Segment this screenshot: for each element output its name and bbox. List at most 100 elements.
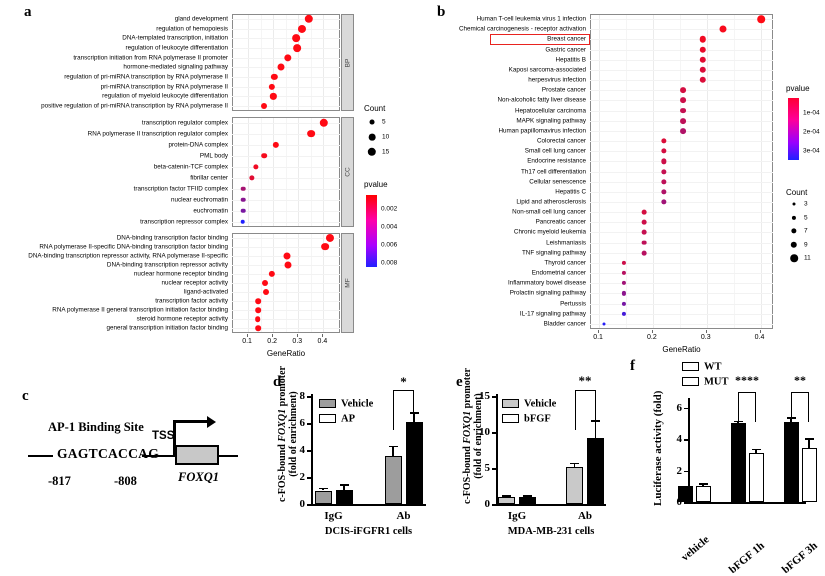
go-dot — [292, 34, 300, 43]
go-category-label: transcription factor TFIID complex — [133, 184, 228, 192]
pvalue-colorbar — [366, 195, 377, 267]
significance-bracket — [574, 390, 596, 430]
gridline-horizontal — [590, 323, 773, 325]
go-category-label: hormone-mediated signaling pathway — [123, 63, 228, 71]
go-strip-MF — [341, 233, 354, 333]
y-tickmark — [684, 470, 689, 473]
x-tickmark — [272, 334, 274, 337]
go-dot — [253, 163, 259, 170]
y-tick-label: 4 — [676, 433, 683, 446]
kegg-category-label: Gastric cancer — [545, 45, 586, 53]
gridline-horizontal — [232, 210, 340, 212]
go-dotplot-canvas: gland development regulation of hemopoies… — [0, 0, 420, 360]
x-tickmark — [297, 334, 299, 337]
gridline-horizontal — [232, 283, 340, 284]
y-tickmark — [492, 396, 497, 398]
kegg-dot — [641, 240, 647, 245]
count-legend-label: 5 — [382, 118, 386, 126]
kegg-dot — [699, 46, 707, 53]
go-category-label: regulation of hemopoiesis — [156, 24, 228, 32]
y-tickmark — [307, 396, 312, 398]
significance-label: ** — [578, 373, 592, 388]
kegg-category-label: Thyroid cancer — [544, 259, 586, 267]
y-tick-label: 4 — [299, 444, 306, 456]
gridline-vertical — [298, 15, 300, 110]
gridline-horizontal — [590, 273, 773, 275]
y-tickmark — [307, 450, 312, 452]
gridline-horizontal — [590, 252, 773, 254]
go-dot — [262, 280, 269, 286]
go-facet-CC — [232, 117, 340, 227]
gridline-horizontal — [590, 242, 773, 244]
go-category-label: RNA polymerase II general transcription … — [52, 306, 228, 314]
gridline-horizontal — [590, 80, 773, 82]
go-category-label: nuclear receptor activity — [161, 279, 229, 287]
count-legend-title: Count — [364, 104, 386, 113]
kegg-dot — [680, 87, 687, 94]
kegg-dot — [661, 168, 667, 175]
error-bar — [392, 445, 394, 457]
panel-e-label: e — [456, 374, 463, 390]
gridline-vertical-minor — [310, 15, 312, 110]
gridline-horizontal — [232, 292, 340, 294]
y-tickmark — [492, 432, 497, 434]
dna-line-left — [28, 455, 53, 458]
gridline-horizontal — [590, 151, 773, 153]
gridline-horizontal — [232, 86, 340, 88]
kegg-category-label: Chemical carcinogenesis - receptor activ… — [458, 25, 586, 33]
bar-MUT-bFGF 3h — [801, 447, 817, 502]
go-dot — [277, 63, 285, 71]
gridline-vertical-minor — [260, 15, 262, 110]
go-category-label: RNA polymerase II-specific DNA-binding t… — [39, 242, 228, 250]
x-tick-label: 0.3 — [700, 334, 711, 341]
go-category-label: nuclear hormone receptor binding — [133, 270, 228, 278]
gridline-horizontal — [232, 301, 340, 303]
bar-AP-IgG — [335, 489, 353, 504]
gridline-vertical-minor — [310, 118, 312, 226]
y-axis-label: c-FOS-bound FOXQ1 promoter (fold of enric… — [462, 368, 484, 504]
y-tickmark — [307, 504, 312, 506]
go-category-label: transcription regulator complex — [141, 118, 228, 126]
gridline-horizontal — [590, 49, 773, 51]
pvalue-legend-label: 1e-04 — [803, 109, 820, 117]
gridline-horizontal — [232, 38, 340, 40]
significance-label: ** — [794, 373, 806, 387]
go-dot — [240, 219, 245, 224]
count-legend-dot — [790, 241, 798, 248]
kegg-dot — [699, 76, 707, 84]
kegg-category-label: Prostate cancer — [541, 86, 586, 94]
gridline-vertical — [273, 118, 275, 226]
error-bar-cap — [751, 448, 761, 451]
panel-c-label: c — [22, 388, 29, 404]
go-dot — [255, 307, 262, 314]
gridline-vertical — [298, 118, 300, 226]
y-tick-label: 2 — [676, 464, 683, 477]
gridline-horizontal — [232, 310, 340, 312]
kegg-dot — [621, 260, 626, 266]
x-axis-title: GeneRatio — [662, 345, 701, 354]
y-tickmark — [307, 477, 312, 479]
gridline-horizontal — [232, 237, 340, 239]
gridline-horizontal — [590, 161, 773, 163]
kegg-dot — [621, 281, 626, 286]
legend-key-bFGF — [502, 414, 519, 423]
panel-e-chip-mda: e 0 5 10 15 IgG Ab c-FOS-bound FOXQ1 promoter(… — [450, 368, 630, 558]
kegg-category-label: Chronic myeloid leukemia — [513, 228, 586, 236]
x-category-label: IgG — [324, 510, 343, 522]
chip-dcis-chart: 0 2 4 6 8 IgG Ab c-FOS-bound FOXQ1 promoter (fol… — [265, 366, 455, 558]
legend-label-WT: WT — [704, 361, 722, 372]
kegg-category-label: Endocrine resistance — [527, 157, 586, 165]
kegg-dot — [680, 117, 687, 124]
position-end-label: -808 — [114, 474, 137, 488]
y-axis-label-line2: (fold of enrichment) — [288, 391, 299, 477]
kegg-category-label: Lipid and atherosclerosis — [516, 198, 586, 206]
kegg-category-label: MAPK signaling pathway — [516, 116, 586, 124]
legend-key-Vehicle — [502, 399, 519, 408]
tss-arrow-vertical — [173, 420, 176, 456]
significance-label: * — [400, 374, 407, 389]
go-dot — [319, 118, 328, 127]
pvalue-legend-label: 0.004 — [381, 223, 398, 230]
error-bar-cap — [502, 495, 511, 497]
kegg-dot — [699, 66, 707, 74]
x-axis — [496, 504, 606, 506]
